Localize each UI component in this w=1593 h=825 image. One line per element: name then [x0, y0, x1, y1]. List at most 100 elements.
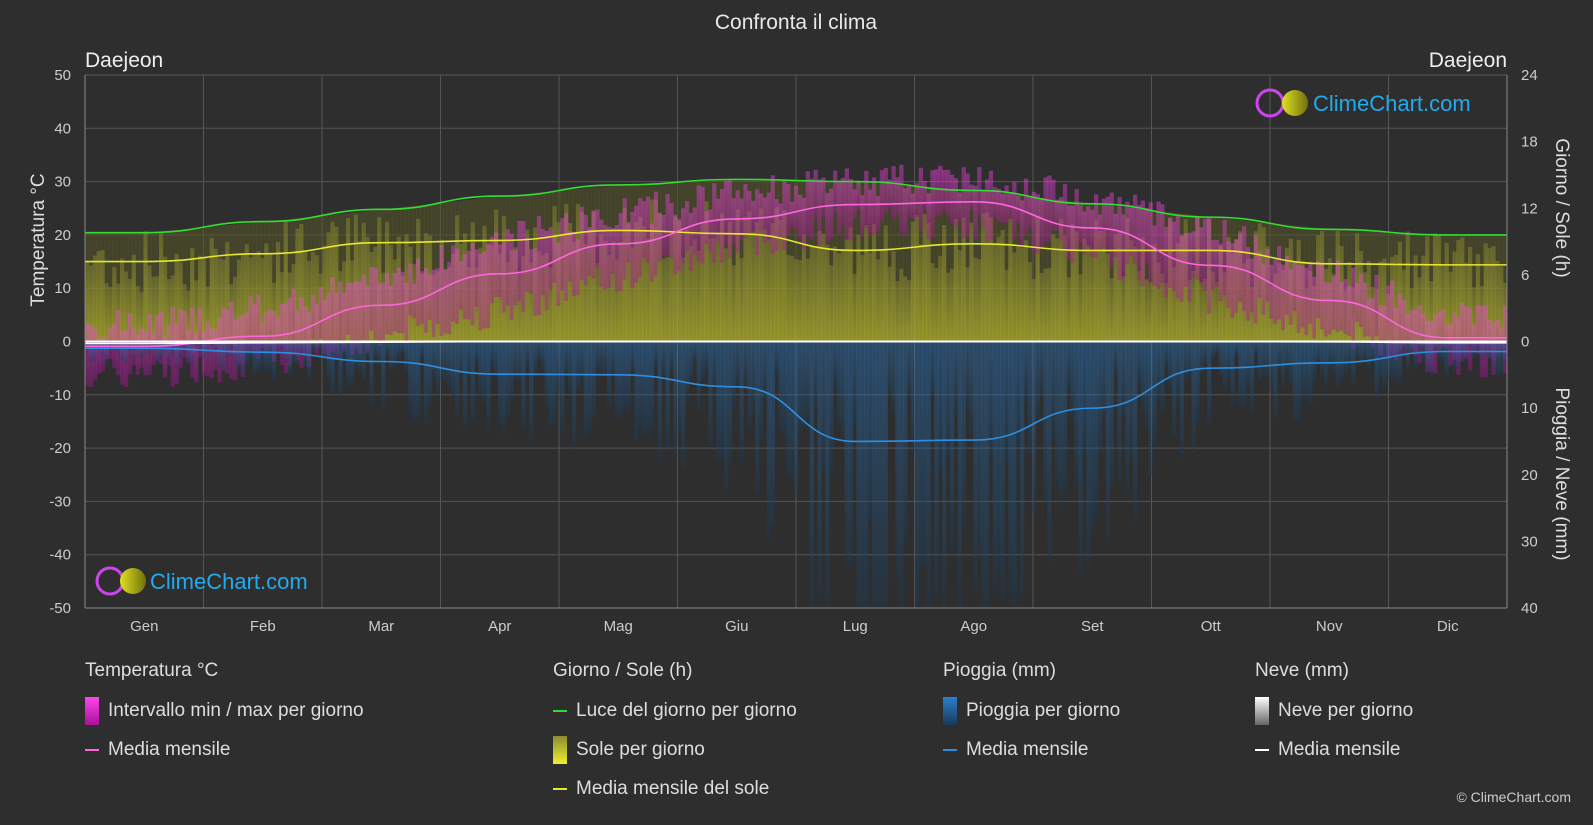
sun-bar [891, 251, 896, 342]
temp-range-bar [957, 192, 962, 222]
sun-bar [992, 244, 998, 342]
temp-range-bar [1405, 314, 1411, 342]
daylight-line [85, 178, 1507, 236]
rain-bar [1323, 341, 1329, 387]
temp-range-bar [443, 269, 448, 334]
rain-bar [108, 341, 113, 349]
rain-bar [1008, 341, 1013, 591]
rain-bar [797, 341, 803, 435]
rain-bar [1425, 341, 1430, 375]
temp-range-bar [1265, 249, 1270, 302]
temp-range-bar [1312, 276, 1317, 339]
sun-bar [1051, 234, 1056, 342]
temp-range-bar [307, 312, 312, 367]
sun-bar [1394, 254, 1399, 342]
rain-bar [1417, 341, 1422, 349]
temp-range-bar [369, 267, 374, 331]
sun-bar [155, 276, 160, 342]
rain-bar [825, 341, 830, 608]
temp-range-bar [774, 199, 779, 251]
rain-bar [673, 341, 678, 457]
temp-range-bar [564, 213, 569, 301]
sun-bar [988, 217, 994, 342]
rain-bar [326, 341, 331, 379]
rain-bar [1183, 341, 1188, 380]
temp-range-bar [303, 306, 308, 357]
watermark-bottom: ClimeChart.com [95, 566, 308, 596]
sun-bar [1471, 287, 1477, 342]
temp-range-bar [416, 258, 421, 327]
rain-bar [307, 341, 312, 381]
rain-bar [1051, 341, 1056, 439]
sun-bar [868, 252, 873, 342]
temp-range-bar [431, 269, 437, 337]
sun-bar [614, 259, 620, 342]
sun-bar [1222, 272, 1227, 342]
rain-bar [408, 341, 413, 413]
temp-range-bar [607, 226, 612, 288]
temp-range-bar [213, 329, 218, 371]
temp-range-bar [287, 297, 292, 366]
rain-bar [840, 341, 846, 441]
rain-bar [844, 341, 849, 569]
temp-range-bar [455, 248, 460, 325]
temp-range-bar [661, 214, 666, 257]
sun-bar [755, 222, 760, 342]
rain-bar [314, 341, 320, 351]
rain-bar [159, 341, 164, 359]
rain-bar [716, 341, 721, 463]
temp-range-bar [945, 169, 951, 217]
sun-bar [1397, 241, 1403, 342]
rain-bar [560, 341, 565, 435]
sun-bar [275, 241, 281, 342]
temp-range-bar [513, 250, 518, 306]
rain-bar [914, 341, 920, 608]
rain-bar [634, 341, 639, 442]
rain-bar [942, 341, 947, 608]
temp-range-bar [439, 245, 444, 337]
temp-range-bar [591, 211, 596, 279]
temp-range-bar [1300, 265, 1305, 328]
temp-range-bar [244, 311, 250, 352]
rain-bar [303, 341, 308, 370]
sun-bar [681, 257, 686, 342]
temp-range-bar [221, 307, 226, 372]
temp-range-bar [642, 201, 647, 259]
rain-bar [174, 341, 179, 369]
temp-range-bar [1253, 235, 1259, 324]
legend-item: Media mensile [1255, 739, 1413, 761]
rain-bar [988, 341, 994, 458]
sun-bar [595, 262, 600, 342]
rain-bar [474, 341, 479, 363]
x-tick-label: Gen [130, 618, 158, 635]
daylight-bar [272, 220, 277, 342]
rain-bar [1331, 341, 1336, 374]
temp-range-bar [209, 328, 214, 379]
rain-bar [392, 341, 398, 366]
sun-bar [260, 257, 265, 342]
rain-bar [1160, 341, 1165, 415]
watermark-top: ClimeChart.com [1255, 88, 1471, 118]
rain-bar [871, 341, 877, 608]
temp-range-bar [1382, 306, 1387, 345]
temp-range-bar [751, 201, 756, 233]
rain-bar [961, 341, 966, 529]
rain-bar [743, 341, 748, 386]
temp-range-bar [1129, 205, 1134, 256]
sun-bar [696, 250, 701, 342]
rain-bar [92, 341, 98, 361]
rain-bar [420, 341, 425, 359]
rain-bar [470, 341, 475, 421]
sun-bar [1210, 271, 1216, 342]
rain-bar [1222, 341, 1227, 390]
legend-label: Pioggia per giorno [966, 700, 1121, 721]
rain-bar [486, 341, 491, 431]
temp-range-bar [1078, 205, 1083, 244]
temp-range-bar [622, 198, 627, 280]
temp-range-bar [447, 262, 452, 335]
temp-range-bar [981, 190, 986, 227]
sun-bar [856, 234, 861, 342]
sun-bar [1491, 246, 1496, 342]
temp-range-bar [353, 281, 359, 348]
sun-bar [669, 233, 674, 342]
